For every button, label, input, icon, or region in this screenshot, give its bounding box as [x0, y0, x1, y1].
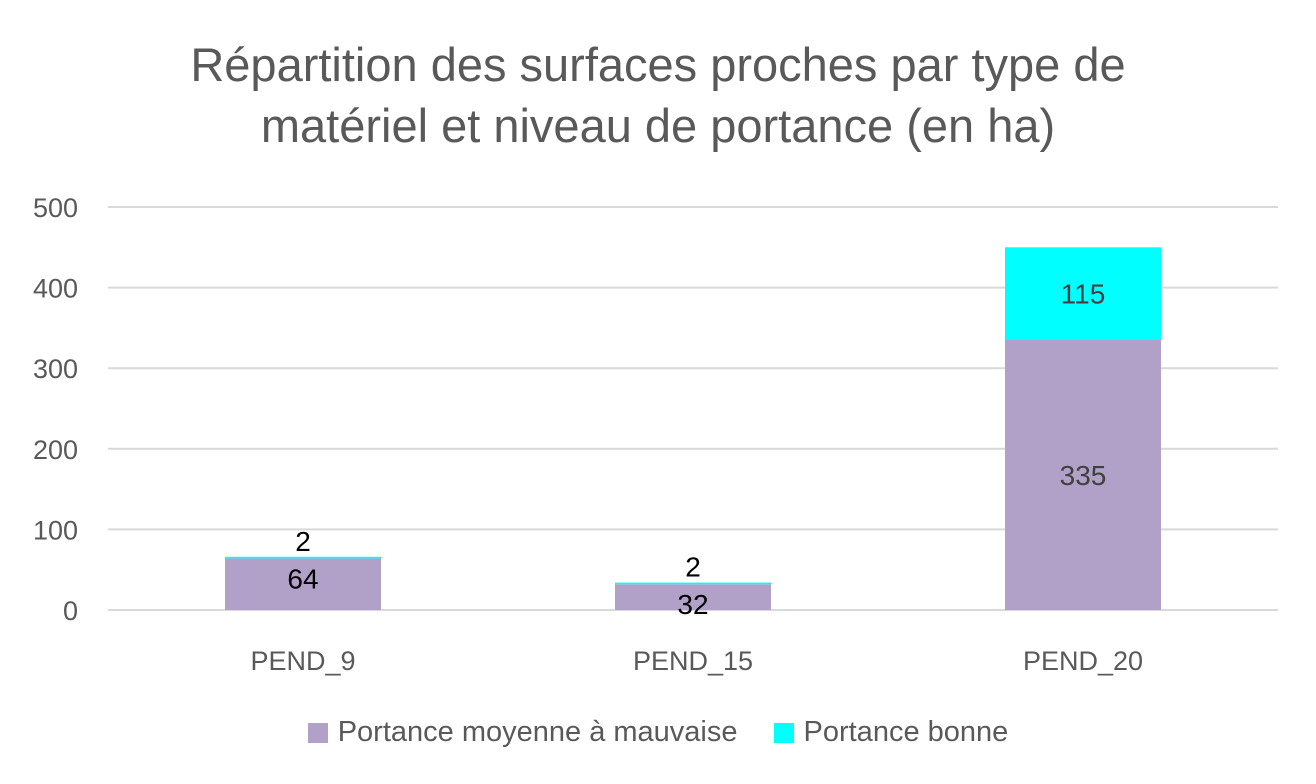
bar-pend_15-series-1	[615, 582, 771, 585]
legend-item-portance-moyenne: Portance moyenne à mauvaise	[307, 716, 738, 749]
data-label-pend_15-series-1: 2	[685, 552, 701, 583]
data-label-pend_9-series-1: 2	[295, 526, 311, 557]
y-tick-label-400: 400	[33, 274, 78, 304]
chart-legend: Portance moyenne à mauvaise Portance bon…	[0, 716, 1316, 749]
data-label-pend_20-series-0: 335	[1060, 460, 1107, 491]
chart-title-line-1: Répartition des surfaces proches par typ…	[190, 38, 1126, 91]
bar-pend_9-series-0	[225, 558, 381, 610]
bar-pend_20-series-0	[1005, 339, 1161, 610]
legend-label-portance-bonne: Portance bonne	[803, 716, 1009, 748]
data-label-pend_9-series-0: 64	[287, 563, 318, 594]
x-tick-label-pend_9: PEND_9	[250, 646, 355, 676]
y-tick-label-300: 300	[33, 354, 78, 384]
legend-swatch-portance-moyenne	[307, 722, 328, 743]
bar-pend_20-series-1	[1005, 247, 1161, 340]
legend-swatch-portance-bonne	[773, 722, 794, 743]
y-tick-label-100: 100	[33, 515, 78, 545]
y-tick-label-500: 500	[33, 193, 78, 223]
chart-title: Répartition des surfaces proches par typ…	[0, 34, 1316, 156]
chart-title-line-2: matériel et niveau de portance (en ha)	[260, 99, 1056, 152]
y-tick-label-0: 0	[63, 596, 78, 626]
x-tick-label-pend_20: PEND_20	[1023, 646, 1143, 676]
x-tick-label-pend_15: PEND_15	[633, 646, 753, 676]
data-label-pend_20-series-1: 115	[1061, 279, 1106, 310]
bar-pend_15-series-0	[615, 584, 771, 610]
data-label-pend_15-series-0: 32	[677, 589, 708, 620]
legend-label-portance-moyenne: Portance moyenne à mauvaise	[337, 716, 738, 748]
y-tick-label-200: 200	[33, 435, 78, 465]
bar-pend_9-series-1	[225, 556, 381, 559]
legend-item-portance-bonne: Portance bonne	[773, 716, 1009, 749]
